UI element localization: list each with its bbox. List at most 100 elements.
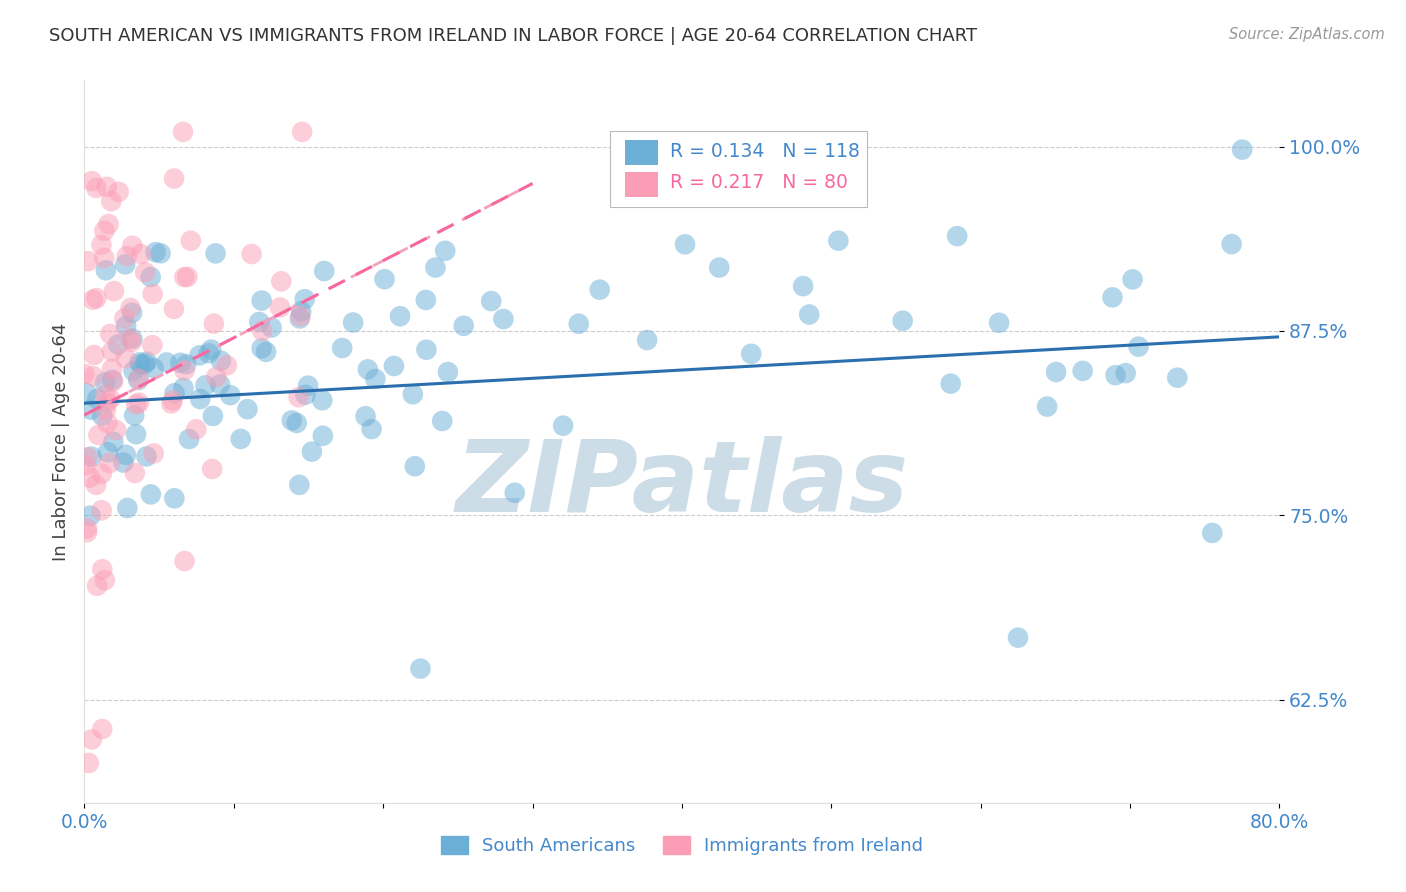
Point (163, 491, 186, 506)
Point (389, 310, 412, 324)
Point (988, 316, 1011, 330)
Point (568, 317, 591, 331)
Point (287, 390, 309, 404)
Point (139, 487, 162, 501)
Point (128, 372, 150, 386)
Point (121, 334, 143, 349)
Point (425, 260, 447, 275)
Point (120, 301, 142, 315)
Point (357, 362, 380, 376)
Point (437, 365, 460, 379)
Point (188, 348, 211, 362)
Point (86, 291, 108, 305)
Point (80, 402, 103, 417)
Point (404, 459, 426, 474)
Point (364, 372, 387, 386)
Point (94, 376, 117, 390)
Point (297, 378, 319, 392)
Point (799, 308, 821, 322)
Point (434, 244, 457, 258)
Point (176, 269, 198, 284)
Text: Source: ZipAtlas.com: Source: ZipAtlas.com (1229, 27, 1385, 42)
FancyBboxPatch shape (610, 131, 868, 207)
Point (553, 418, 575, 433)
Point (250, 324, 273, 338)
Point (129, 358, 152, 372)
Point (90, 467, 112, 481)
Point (503, 485, 526, 500)
Point (87, 428, 110, 442)
Point (94, 388, 117, 402)
Point (96, 179, 118, 194)
Point (301, 444, 323, 458)
Point (129, 247, 152, 261)
Text: R = 0.134   N = 118: R = 0.134 N = 118 (671, 142, 860, 161)
Point (197, 346, 219, 360)
Point (86, 181, 108, 195)
Point (163, 171, 186, 186)
Point (1104, 368, 1126, 383)
Point (285, 416, 308, 430)
Point (188, 392, 211, 406)
Point (177, 432, 200, 446)
Point (290, 304, 312, 318)
Point (76, 525, 98, 540)
Point (121, 239, 143, 253)
Point (101, 344, 124, 359)
Point (93, 224, 115, 238)
Text: SOUTH AMERICAN VS IMMIGRANTS FROM IRELAND IN LABOR FORCE | AGE 20-64 CORRELATION: SOUTH AMERICAN VS IMMIGRANTS FROM IRELAN… (49, 27, 977, 45)
Point (402, 387, 425, 401)
Point (827, 234, 849, 248)
Point (79, 508, 101, 523)
Point (229, 432, 252, 446)
Point (432, 414, 454, 428)
Point (415, 293, 437, 307)
Point (1122, 272, 1144, 286)
Point (101, 373, 124, 387)
Point (80, 174, 103, 188)
Point (291, 125, 314, 139)
Point (112, 311, 135, 326)
Point (79, 470, 101, 484)
Point (314, 264, 336, 278)
Point (122, 364, 145, 378)
Point (1036, 400, 1059, 414)
Point (172, 381, 194, 395)
Point (73, 367, 96, 381)
Point (91, 722, 114, 736)
Point (82, 293, 104, 307)
Point (374, 272, 396, 286)
Point (1230, 143, 1253, 157)
Point (96, 396, 118, 410)
Point (127, 373, 149, 387)
Point (636, 333, 658, 347)
Point (288, 311, 311, 326)
Point (939, 376, 962, 391)
Point (173, 363, 195, 377)
Point (205, 370, 228, 384)
Point (163, 386, 186, 401)
Point (1007, 631, 1029, 645)
Point (101, 362, 124, 376)
Legend: South Americans, Immigrants from Ireland: South Americans, Immigrants from Ireland (433, 829, 931, 863)
Point (98, 392, 121, 406)
Point (156, 355, 179, 369)
Point (77, 254, 100, 268)
Point (163, 301, 186, 316)
Point (141, 338, 163, 352)
Point (250, 342, 273, 356)
Point (209, 377, 232, 392)
Text: R = 0.217   N = 80: R = 0.217 N = 80 (671, 173, 848, 193)
Point (135, 354, 157, 368)
Point (84, 478, 107, 492)
Bar (624, 140, 658, 165)
Point (311, 393, 333, 408)
Point (415, 343, 437, 357)
Point (1071, 364, 1094, 378)
Point (90, 503, 112, 517)
Point (215, 358, 238, 372)
Point (122, 409, 145, 423)
Point (172, 125, 194, 139)
Point (114, 351, 136, 366)
Point (128, 355, 150, 369)
